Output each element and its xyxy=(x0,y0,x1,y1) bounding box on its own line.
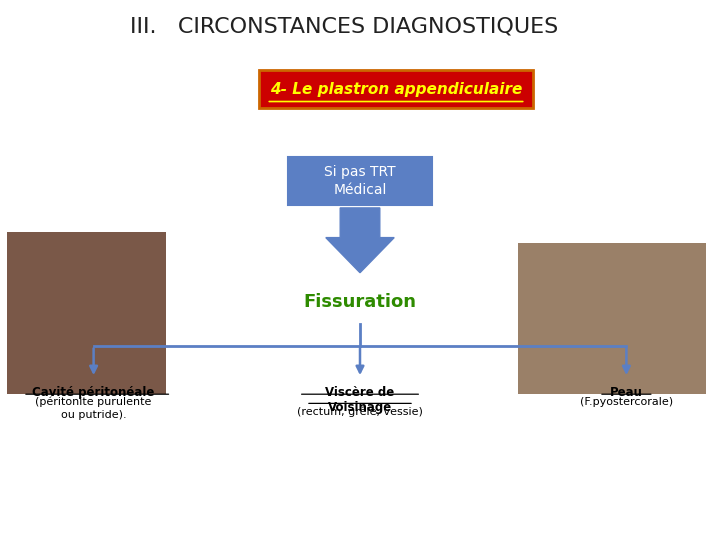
Text: Cavité péritonéale: Cavité péritonéale xyxy=(32,386,155,399)
Text: Fissuration: Fissuration xyxy=(304,293,416,312)
Text: 4- Le plastron appendiculaire: 4- Le plastron appendiculaire xyxy=(270,82,522,97)
Text: (péritonite purulente
ou putride).: (péritonite purulente ou putride). xyxy=(35,397,152,420)
Text: III.   CIRCONSTANCES DIAGNOSTIQUES: III. CIRCONSTANCES DIAGNOSTIQUES xyxy=(130,16,558,36)
Text: Viscère de
Voisinage: Viscère de Voisinage xyxy=(325,386,395,414)
FancyBboxPatch shape xyxy=(259,70,533,108)
Text: Si pas TRT
Médical: Si pas TRT Médical xyxy=(324,165,396,197)
FancyArrow shape xyxy=(325,208,395,273)
Text: Peau: Peau xyxy=(610,386,643,399)
Text: (F.pyostercorale): (F.pyostercorale) xyxy=(580,397,673,407)
FancyBboxPatch shape xyxy=(518,243,706,394)
FancyBboxPatch shape xyxy=(288,157,432,205)
FancyBboxPatch shape xyxy=(7,232,166,394)
Text: (rectum, grêle, vessie): (rectum, grêle, vessie) xyxy=(297,407,423,417)
